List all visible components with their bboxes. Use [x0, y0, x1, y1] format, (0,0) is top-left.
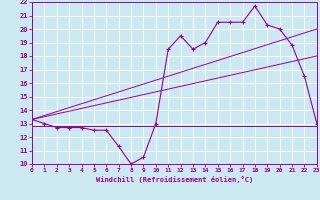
X-axis label: Windchill (Refroidissement éolien,°C): Windchill (Refroidissement éolien,°C) [96, 176, 253, 183]
